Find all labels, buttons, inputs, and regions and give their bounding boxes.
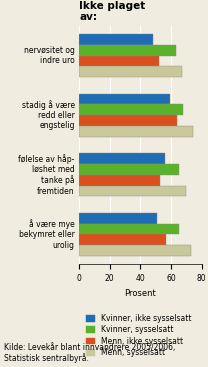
Bar bbox=[79, 186, 186, 196]
Bar bbox=[79, 164, 179, 175]
Bar bbox=[79, 245, 191, 256]
Text: Ikke plaget
av:: Ikke plaget av: bbox=[79, 0, 145, 22]
Bar bbox=[79, 66, 182, 77]
Bar bbox=[79, 126, 193, 137]
Bar bbox=[79, 175, 160, 186]
Text: Kilde: Levekår blant innvandrere 2005/2006,
Statistisk sentralbyrå.: Kilde: Levekår blant innvandrere 2005/20… bbox=[4, 343, 176, 363]
Bar bbox=[79, 115, 177, 126]
Legend: Kvinner, ikke sysselsatt, Kvinner, sysselsatt, Menn, ikke sysselsatt, Menn, syss: Kvinner, ikke sysselsatt, Kvinner, sysse… bbox=[83, 311, 195, 360]
Bar bbox=[79, 94, 170, 104]
X-axis label: Prosent: Prosent bbox=[125, 288, 156, 298]
Bar bbox=[79, 34, 153, 45]
Bar bbox=[79, 45, 176, 55]
Bar bbox=[79, 235, 166, 245]
Bar bbox=[79, 213, 157, 224]
Bar bbox=[79, 55, 159, 66]
Bar bbox=[79, 153, 165, 164]
Bar bbox=[79, 104, 183, 115]
Bar bbox=[79, 224, 179, 235]
